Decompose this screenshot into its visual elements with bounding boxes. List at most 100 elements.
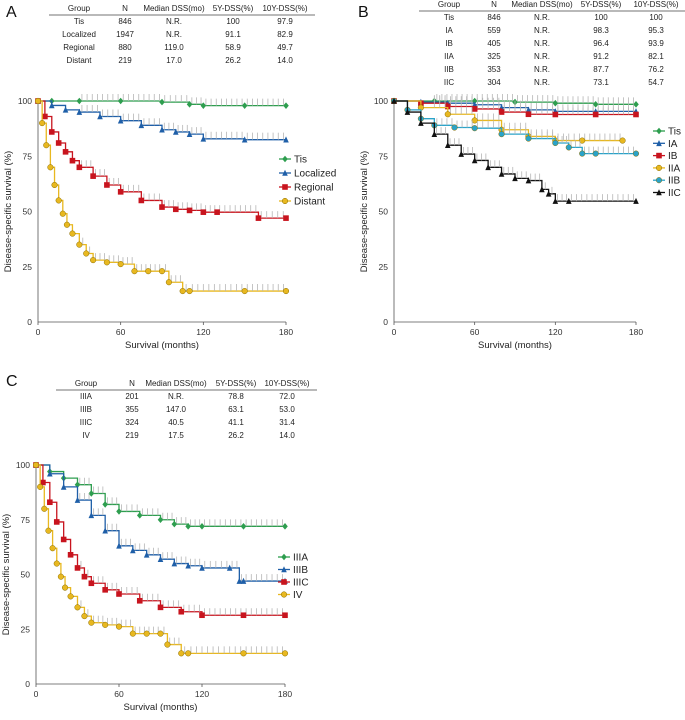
data-marker [579, 137, 586, 144]
table-cell: IIC [444, 78, 454, 87]
table-header-cell: 5Y-DSS(%) [216, 379, 257, 388]
table-cell: 219 [125, 431, 139, 440]
x-tick-label: 60 [116, 327, 126, 337]
data-marker [60, 536, 67, 543]
table-cell: 96.4 [593, 39, 609, 48]
data-marker [282, 612, 288, 619]
table-cell: 87.7 [593, 65, 609, 74]
data-marker [178, 650, 185, 657]
panel-A: A Group N Median DSS(mo) 5Y-DSS(%) 10Y-DSS(%)… [3, 4, 336, 351]
data-marker [498, 131, 505, 138]
table-header-cell: N [129, 379, 135, 388]
table-cell: IA [445, 26, 453, 35]
panel-letter: B [358, 4, 369, 21]
table-header-cell: 10Y-DSS(%) [264, 379, 309, 388]
data-marker [88, 619, 95, 626]
y-tick-label: 0 [27, 317, 32, 327]
data-marker [40, 479, 46, 486]
table-cell: 72.0 [279, 392, 295, 401]
table-cell: 559 [487, 26, 501, 35]
data-marker [76, 164, 83, 171]
table-cell: 31.4 [279, 418, 295, 427]
table-cell: 82.1 [648, 52, 664, 61]
data-marker [283, 136, 289, 143]
data-marker [103, 259, 110, 266]
data-marker [498, 170, 505, 177]
table-cell: 40.5 [168, 418, 184, 427]
series-distant [34, 97, 290, 295]
y-tick-label: 0 [25, 679, 30, 689]
data-marker [115, 623, 123, 630]
table-cell: N.R. [534, 39, 550, 48]
legend-label: IA [668, 139, 678, 150]
data-marker [633, 197, 639, 204]
table-cell: 76.2 [648, 65, 664, 74]
table-cell: 73.1 [593, 78, 609, 87]
x-axis-title: Survival (months) [478, 340, 552, 351]
data-marker [283, 102, 289, 109]
data-marker [241, 102, 248, 109]
table-cell: 119.0 [164, 43, 184, 52]
data-marker [136, 597, 143, 604]
table-cell: 95.3 [648, 26, 664, 35]
table-cell: 325 [487, 52, 501, 61]
table-cell: Tis [444, 13, 454, 22]
legend-marker [280, 591, 288, 598]
x-tick-label: 0 [392, 327, 397, 337]
y-axis-title: Disease-specific survival (%) [359, 151, 370, 272]
panel-B: B Group N Median DSS(mo) 5Y-DSS(%) 10Y-DSS(%)… [358, 0, 685, 351]
data-marker [418, 119, 424, 126]
data-marker [117, 261, 124, 268]
table-cell: 100 [649, 13, 663, 22]
series-iv [32, 461, 289, 657]
table-cell: 201 [125, 392, 139, 401]
data-marker [59, 210, 66, 217]
table-header-cell: Group [75, 379, 98, 388]
data-marker [226, 564, 233, 571]
data-marker [471, 157, 478, 164]
data-marker [159, 204, 165, 210]
data-marker [145, 268, 152, 275]
data-marker [157, 516, 164, 524]
data-marker [157, 555, 164, 562]
data-marker [165, 279, 172, 286]
data-marker [552, 197, 559, 204]
summary-table: Group N Median DSS(mo) 5Y-DSS(%) 10Y-DSS(%) T… [49, 4, 315, 65]
data-marker [53, 560, 60, 567]
data-marker [633, 111, 639, 118]
data-marker [451, 124, 458, 131]
data-marker [172, 128, 179, 135]
series-localized [35, 97, 289, 143]
y-tick-label: 100 [374, 96, 388, 106]
data-marker [157, 604, 164, 611]
panel-letter: C [6, 373, 18, 390]
y-axis-title: Disease-specific survival (%) [3, 151, 14, 272]
data-marker [102, 501, 108, 508]
data-marker [47, 499, 53, 506]
data-marker [32, 461, 40, 469]
legend-marker [656, 189, 662, 196]
data-marker [199, 612, 205, 619]
data-marker [240, 577, 247, 584]
data-marker [51, 181, 58, 189]
data-marker [179, 288, 186, 295]
data-marker [47, 164, 54, 171]
data-marker [116, 542, 122, 549]
data-marker [158, 268, 166, 275]
data-marker [67, 551, 74, 558]
legend-label: IIIB [293, 565, 308, 576]
data-marker [41, 505, 48, 512]
legend-label: IB [668, 151, 678, 162]
x-tick-label: 0 [36, 327, 41, 337]
data-marker [186, 101, 193, 108]
legend-entry: IIIB [278, 565, 308, 576]
data-marker [117, 117, 124, 124]
legend-label: Tis [668, 127, 681, 138]
y-tick-label: 75 [379, 151, 389, 161]
data-marker [117, 97, 124, 105]
legend-label: IIIC [293, 578, 309, 589]
data-marker [37, 483, 44, 490]
table-cell: IIB [444, 65, 454, 74]
table-cell: 54.7 [648, 78, 664, 87]
